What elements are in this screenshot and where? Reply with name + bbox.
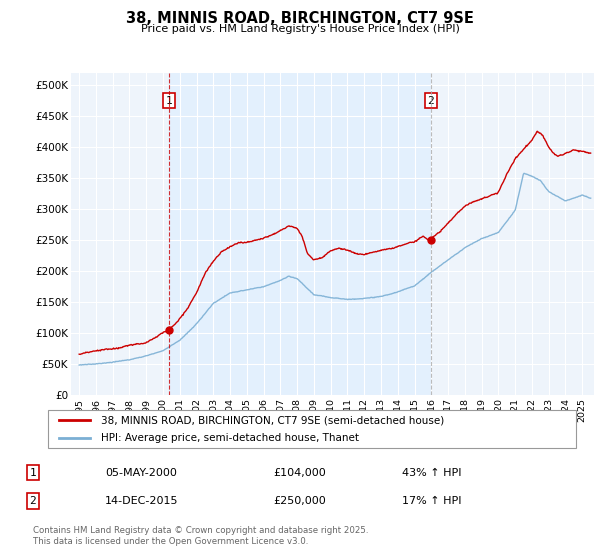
Text: 1: 1 — [29, 468, 37, 478]
Text: £104,000: £104,000 — [273, 468, 326, 478]
Text: HPI: Average price, semi-detached house, Thanet: HPI: Average price, semi-detached house,… — [101, 433, 359, 443]
Text: £250,000: £250,000 — [273, 496, 326, 506]
Text: 38, MINNIS ROAD, BIRCHINGTON, CT7 9SE (semi-detached house): 38, MINNIS ROAD, BIRCHINGTON, CT7 9SE (s… — [101, 415, 444, 425]
Text: 14-DEC-2015: 14-DEC-2015 — [105, 496, 179, 506]
Text: 1: 1 — [166, 96, 172, 106]
FancyBboxPatch shape — [48, 410, 576, 448]
Text: 05-MAY-2000: 05-MAY-2000 — [105, 468, 177, 478]
Text: 43% ↑ HPI: 43% ↑ HPI — [402, 468, 461, 478]
Text: 17% ↑ HPI: 17% ↑ HPI — [402, 496, 461, 506]
Text: Contains HM Land Registry data © Crown copyright and database right 2025.
This d: Contains HM Land Registry data © Crown c… — [33, 526, 368, 546]
Text: Price paid vs. HM Land Registry's House Price Index (HPI): Price paid vs. HM Land Registry's House … — [140, 24, 460, 34]
Text: 38, MINNIS ROAD, BIRCHINGTON, CT7 9SE: 38, MINNIS ROAD, BIRCHINGTON, CT7 9SE — [126, 11, 474, 26]
Bar — [169, 73, 431, 395]
Text: 2: 2 — [427, 96, 434, 106]
Text: 2: 2 — [29, 496, 37, 506]
